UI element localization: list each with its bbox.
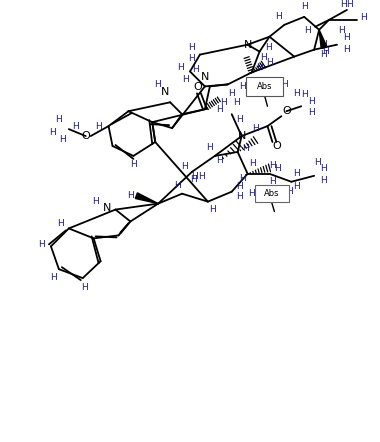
Text: H: H xyxy=(39,240,45,249)
Text: H: H xyxy=(301,3,307,11)
Text: H: H xyxy=(308,97,315,106)
Text: H: H xyxy=(51,273,57,282)
Text: H: H xyxy=(344,33,350,42)
Text: H: H xyxy=(320,50,326,59)
Text: H: H xyxy=(248,189,255,198)
Text: H: H xyxy=(57,219,64,228)
Text: H: H xyxy=(95,122,102,131)
Text: H: H xyxy=(239,82,246,91)
Text: H: H xyxy=(55,114,62,124)
Text: H: H xyxy=(249,160,256,168)
Text: H: H xyxy=(308,108,315,117)
FancyBboxPatch shape xyxy=(246,77,283,96)
Text: H: H xyxy=(188,43,195,52)
Text: H: H xyxy=(236,192,243,201)
Text: H: H xyxy=(180,162,187,171)
Text: H: H xyxy=(130,160,137,169)
Text: N: N xyxy=(201,72,209,83)
Text: O: O xyxy=(282,106,291,116)
Text: H: H xyxy=(188,54,195,63)
Text: H: H xyxy=(340,0,347,9)
Text: H: H xyxy=(265,43,272,52)
Text: H: H xyxy=(301,90,307,99)
Text: H: H xyxy=(217,105,223,114)
Text: H: H xyxy=(322,47,328,56)
Text: H: H xyxy=(242,145,249,153)
Text: H: H xyxy=(174,181,180,190)
Text: H: H xyxy=(252,124,259,133)
Text: H: H xyxy=(236,114,243,124)
Text: H: H xyxy=(347,0,353,9)
Text: H: H xyxy=(239,174,246,183)
Polygon shape xyxy=(135,193,158,204)
Text: Abs: Abs xyxy=(257,82,272,91)
Text: H: H xyxy=(209,205,216,214)
Text: O: O xyxy=(81,131,90,141)
Text: N: N xyxy=(161,88,169,97)
Text: H: H xyxy=(344,45,350,54)
Text: H: H xyxy=(293,89,300,98)
Text: N: N xyxy=(103,202,112,213)
Text: H: H xyxy=(269,177,276,186)
Text: H: H xyxy=(320,40,326,49)
Text: H: H xyxy=(275,12,282,21)
Text: H: H xyxy=(192,172,198,181)
Text: O: O xyxy=(193,82,202,92)
FancyBboxPatch shape xyxy=(255,185,289,202)
Text: H: H xyxy=(293,169,300,178)
Text: H: H xyxy=(274,164,281,173)
Text: H: H xyxy=(361,13,367,23)
Text: H: H xyxy=(220,98,227,107)
Text: H: H xyxy=(260,53,267,62)
Text: H: H xyxy=(228,89,235,98)
Text: H: H xyxy=(339,26,345,35)
Text: H: H xyxy=(92,197,99,206)
Text: H: H xyxy=(206,144,213,152)
Text: H: H xyxy=(81,282,88,292)
Text: H: H xyxy=(286,187,293,196)
Text: H: H xyxy=(182,75,188,84)
Text: H: H xyxy=(281,80,288,89)
Text: H: H xyxy=(233,98,240,107)
Text: H: H xyxy=(256,63,263,72)
Text: N: N xyxy=(244,40,252,50)
Text: H: H xyxy=(127,191,134,200)
Text: H: H xyxy=(236,182,243,191)
Polygon shape xyxy=(319,30,327,49)
Text: O: O xyxy=(272,141,281,151)
Text: H: H xyxy=(154,80,161,89)
Text: H: H xyxy=(304,26,310,35)
Text: H: H xyxy=(269,161,276,170)
Text: H: H xyxy=(320,176,326,185)
Text: H: H xyxy=(49,128,56,137)
Text: H: H xyxy=(193,65,200,74)
Text: N: N xyxy=(238,131,246,141)
Text: H: H xyxy=(217,156,223,165)
Text: H: H xyxy=(293,182,300,191)
Text: H: H xyxy=(191,175,197,184)
Text: H: H xyxy=(60,134,66,144)
Text: H: H xyxy=(177,63,184,72)
Text: H: H xyxy=(314,158,320,168)
Text: Abs: Abs xyxy=(264,189,279,198)
Text: H: H xyxy=(73,122,79,131)
Text: H: H xyxy=(320,164,326,173)
Text: H: H xyxy=(266,58,273,67)
Text: H: H xyxy=(198,172,205,181)
